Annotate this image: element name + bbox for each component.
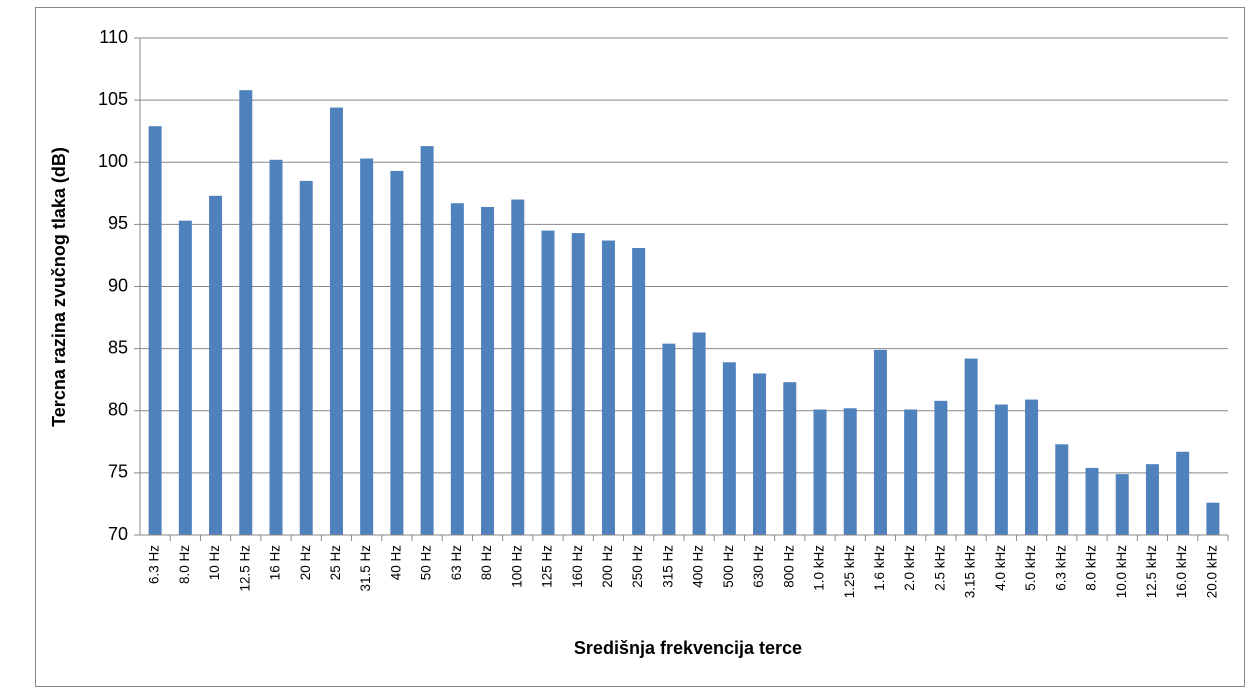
x-tick-label: 40 Hz	[388, 545, 403, 581]
x-tick-label: 20 Hz	[298, 545, 313, 581]
x-tick-label: 1.0 kHz	[812, 545, 827, 591]
x-tick-label: 500 Hz	[721, 545, 736, 588]
x-tick-label: 25 Hz	[328, 545, 343, 581]
x-tick-label: 16.0 kHz	[1174, 545, 1189, 599]
bar	[329, 107, 343, 535]
bar	[481, 206, 495, 536]
x-tick-label: 1.6 kHz	[872, 545, 887, 591]
y-tick-label: 100	[98, 151, 128, 171]
x-tick-label: 12.5 kHz	[1144, 545, 1159, 599]
x-tick-label: 160 Hz	[570, 545, 585, 588]
y-tick-label: 85	[108, 337, 128, 357]
x-tick-label: 100 Hz	[509, 545, 524, 588]
bar	[299, 180, 313, 535]
y-tick-label: 95	[108, 213, 128, 233]
bar	[1085, 467, 1099, 535]
bar	[601, 240, 615, 535]
bar	[420, 146, 434, 535]
x-tick-label: 630 Hz	[751, 545, 766, 588]
bar	[813, 409, 827, 535]
y-tick-label: 70	[108, 524, 128, 544]
bar	[783, 382, 797, 535]
bar	[541, 230, 555, 535]
bar	[390, 170, 404, 535]
bar	[964, 358, 978, 535]
bar	[934, 400, 948, 535]
x-tick-label: 800 Hz	[781, 545, 796, 588]
bar	[148, 126, 162, 535]
y-tick-label: 75	[108, 462, 128, 482]
bar	[1115, 474, 1129, 535]
bar	[269, 159, 283, 535]
x-tick-label: 2.5 kHz	[932, 545, 947, 591]
bar	[904, 409, 918, 535]
x-tick-label: 8.0 kHz	[1084, 545, 1099, 591]
bar	[632, 247, 646, 536]
x-tick-label: 4.0 kHz	[993, 545, 1008, 591]
x-tick-label: 10 Hz	[207, 545, 222, 581]
x-tick-label: 8.0 Hz	[177, 545, 192, 584]
bar	[843, 408, 857, 535]
bar	[753, 373, 767, 535]
x-tick-label: 50 Hz	[419, 545, 434, 581]
bar	[360, 158, 374, 535]
y-axis-title: Tercna razina zvučnog tlaka (dB)	[49, 147, 69, 427]
x-tick-label: 250 Hz	[630, 545, 645, 588]
bar	[873, 349, 887, 535]
bar	[1176, 451, 1190, 535]
x-tick-label: 125 Hz	[540, 545, 555, 588]
x-tick-label: 200 Hz	[600, 545, 615, 588]
y-tick-label: 90	[108, 275, 128, 295]
x-tick-label: 2.0 kHz	[902, 545, 917, 591]
bar	[722, 362, 736, 535]
bar	[511, 199, 525, 535]
x-axis-title: Središnja frekvencija terce	[574, 638, 802, 658]
x-tick-label: 10.0 kHz	[1114, 545, 1129, 599]
y-tick-label: 105	[98, 89, 128, 109]
x-tick-label: 3.15 kHz	[963, 545, 978, 599]
bar	[209, 195, 223, 536]
bar	[239, 90, 253, 535]
x-tick-label: 12.5 Hz	[237, 545, 252, 592]
x-tick-label: 80 Hz	[479, 545, 494, 581]
y-tick-label: 80	[108, 400, 128, 420]
x-tick-label: 400 Hz	[691, 545, 706, 588]
bar	[1206, 502, 1220, 535]
x-tick-label: 31.5 Hz	[358, 545, 373, 592]
x-tick-label: 6.3 kHz	[1053, 545, 1068, 591]
x-tick-label: 1.25 kHz	[842, 545, 857, 599]
x-tick-label: 63 Hz	[449, 545, 464, 581]
bar	[450, 203, 464, 535]
y-tick-label: 110	[99, 27, 128, 47]
x-tick-label: 6.3 Hz	[147, 545, 162, 584]
bar	[571, 233, 585, 535]
bar	[692, 332, 706, 535]
bar	[178, 220, 192, 535]
x-tick-label: 20.0 kHz	[1204, 545, 1219, 599]
x-tick-label: 315 Hz	[660, 545, 675, 588]
bar	[994, 404, 1008, 535]
bar	[1145, 464, 1159, 535]
bar	[1025, 399, 1039, 535]
x-tick-label: 5.0 kHz	[1023, 545, 1038, 591]
x-tick-label: 16 Hz	[268, 545, 283, 581]
bar	[1055, 444, 1069, 535]
bar	[662, 343, 676, 535]
